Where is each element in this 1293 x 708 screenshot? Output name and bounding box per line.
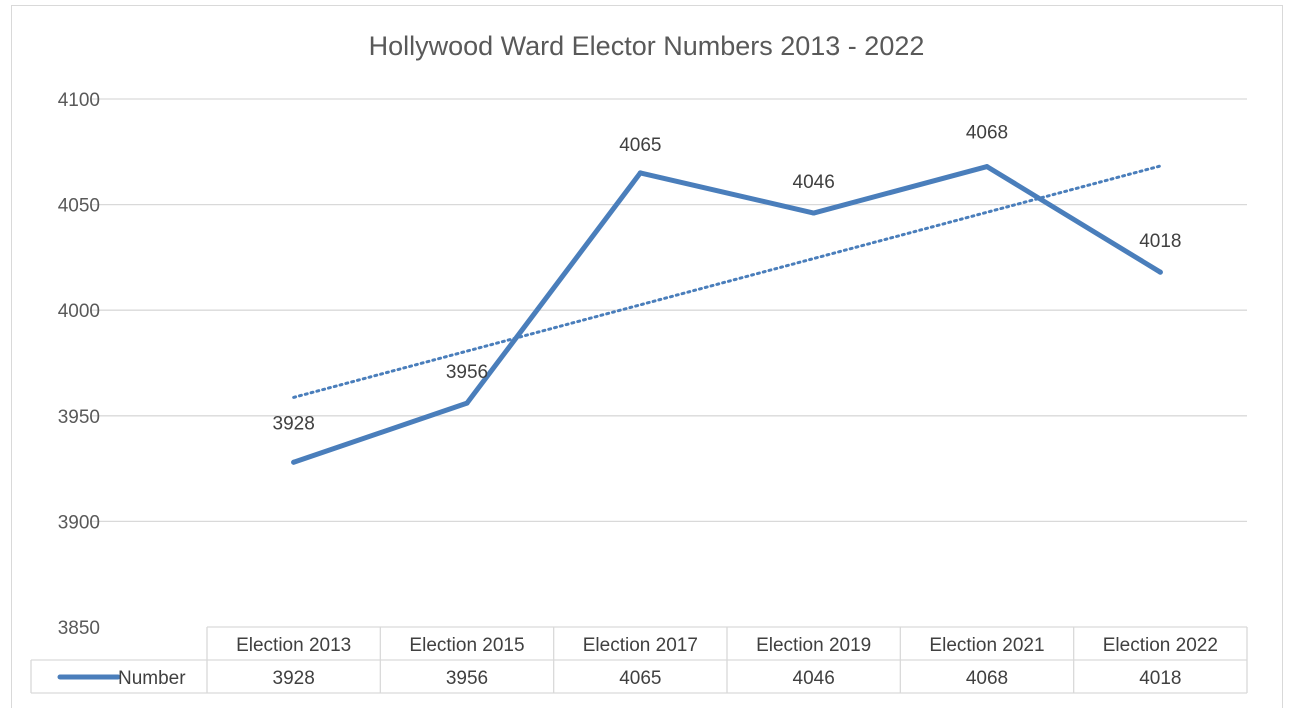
x-category-label: Election 2015 [409, 635, 524, 656]
data-point [811, 210, 817, 216]
x-category-label: Election 2019 [756, 635, 871, 656]
data-label: 4018 [1139, 231, 1181, 252]
x-category-label: Election 2022 [1103, 635, 1218, 656]
table-value: 4065 [619, 668, 661, 689]
data-label: 4065 [619, 135, 661, 156]
trendline [292, 164, 1162, 399]
y-tick-label: 4050 [58, 196, 100, 217]
data-label: 4046 [793, 172, 835, 193]
y-tick-label: 4100 [58, 90, 100, 111]
chart-frame [11, 5, 1283, 708]
series-line [291, 164, 1163, 465]
table-value: 4046 [793, 668, 835, 689]
chart-title: Hollywood Ward Elector Numbers 2013 - 20… [368, 31, 925, 61]
x-category-label: Election 2013 [236, 635, 351, 656]
y-tick-label: 3950 [58, 407, 100, 428]
data-point [291, 459, 297, 465]
x-category-label: Election 2021 [929, 635, 1044, 656]
data-point [637, 170, 643, 176]
legend-label: Number [118, 668, 186, 689]
table-value: 4018 [1139, 668, 1181, 689]
x-category-label: Election 2017 [583, 635, 698, 656]
data-label: 3956 [446, 362, 488, 383]
data-label: 3928 [273, 413, 315, 434]
data-point [1157, 269, 1163, 275]
y-tick-label: 3850 [58, 618, 100, 639]
data-label: 4068 [966, 123, 1008, 144]
table-value: 3928 [273, 668, 315, 689]
table-value: 3956 [446, 668, 488, 689]
data-point [984, 164, 990, 170]
data-point [464, 400, 470, 406]
y-tick-label: 3900 [58, 512, 100, 533]
y-tick-label: 4000 [58, 301, 100, 322]
table-value: 4068 [966, 668, 1008, 689]
